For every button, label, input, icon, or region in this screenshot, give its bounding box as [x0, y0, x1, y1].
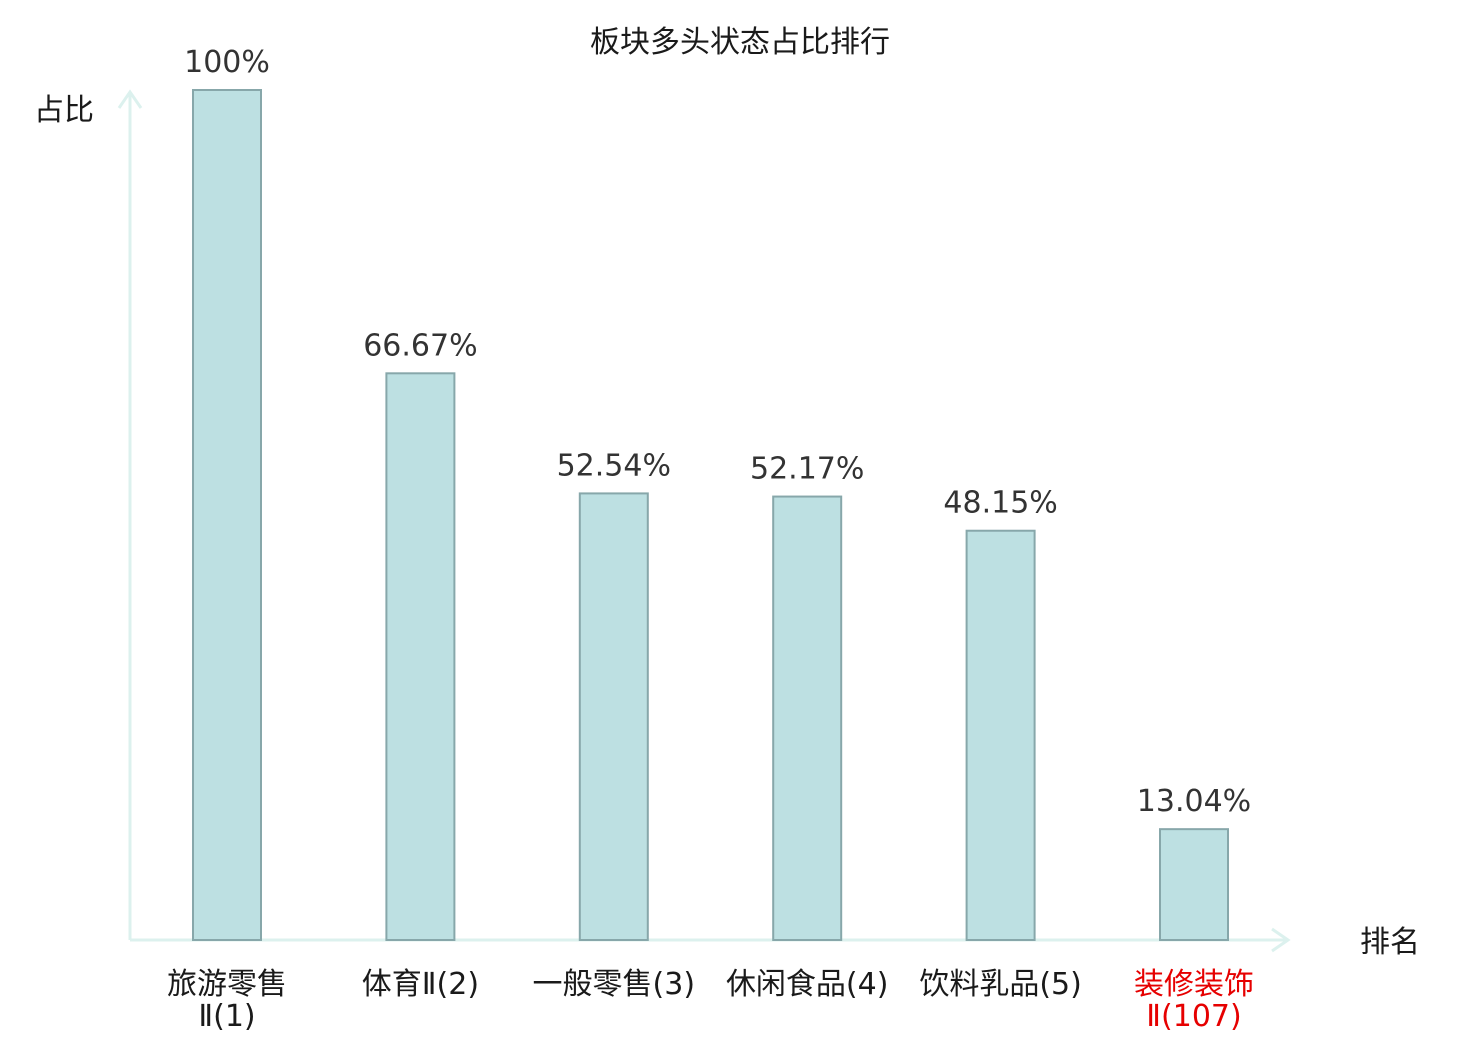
- category-label-2: 体育Ⅱ(2): [362, 967, 479, 1002]
- value-label-5: 48.15%: [943, 486, 1057, 521]
- category-label-1-line-1: 旅游零售: [167, 967, 287, 1002]
- category-label-4: 休闲食品(4): [726, 967, 889, 1002]
- bar-2: [385, 372, 456, 941]
- x-axis-arrow: [1271, 927, 1291, 953]
- bars-group: [192, 89, 1229, 941]
- category-label-5: 饮料乳品(5): [919, 967, 1082, 1002]
- category-label-6-line-1: 装修装饰: [1134, 967, 1254, 1002]
- value-label-6: 13.04%: [1137, 784, 1251, 819]
- chart-title: 板块多头状态占比排行: [590, 25, 890, 60]
- y-axis-arrow: [117, 89, 143, 109]
- bar-3: [578, 492, 649, 941]
- y-axis-label: 占比: [34, 93, 94, 128]
- bar-6: [1159, 828, 1229, 941]
- value-label-4: 52.17%: [750, 452, 864, 487]
- bar-4: [772, 495, 843, 941]
- x-axis-label: 排名: [1360, 925, 1420, 960]
- value-label-1: 100%: [184, 45, 270, 80]
- bar-5: [965, 529, 1036, 941]
- value-label-3: 52.54%: [557, 448, 671, 483]
- value-label-2: 66.67%: [363, 328, 477, 363]
- category-label-6-line-2: Ⅱ(107): [1146, 999, 1241, 1034]
- bar-1: [192, 89, 262, 941]
- category-label-1-line-2: Ⅱ(1): [198, 999, 255, 1034]
- axes: [117, 89, 1291, 953]
- value-labels-group: 100% 66.67% 52.54% 52.17% 48.15% 13.04%: [184, 45, 1251, 819]
- category-label-3: 一般零售(3): [533, 967, 696, 1002]
